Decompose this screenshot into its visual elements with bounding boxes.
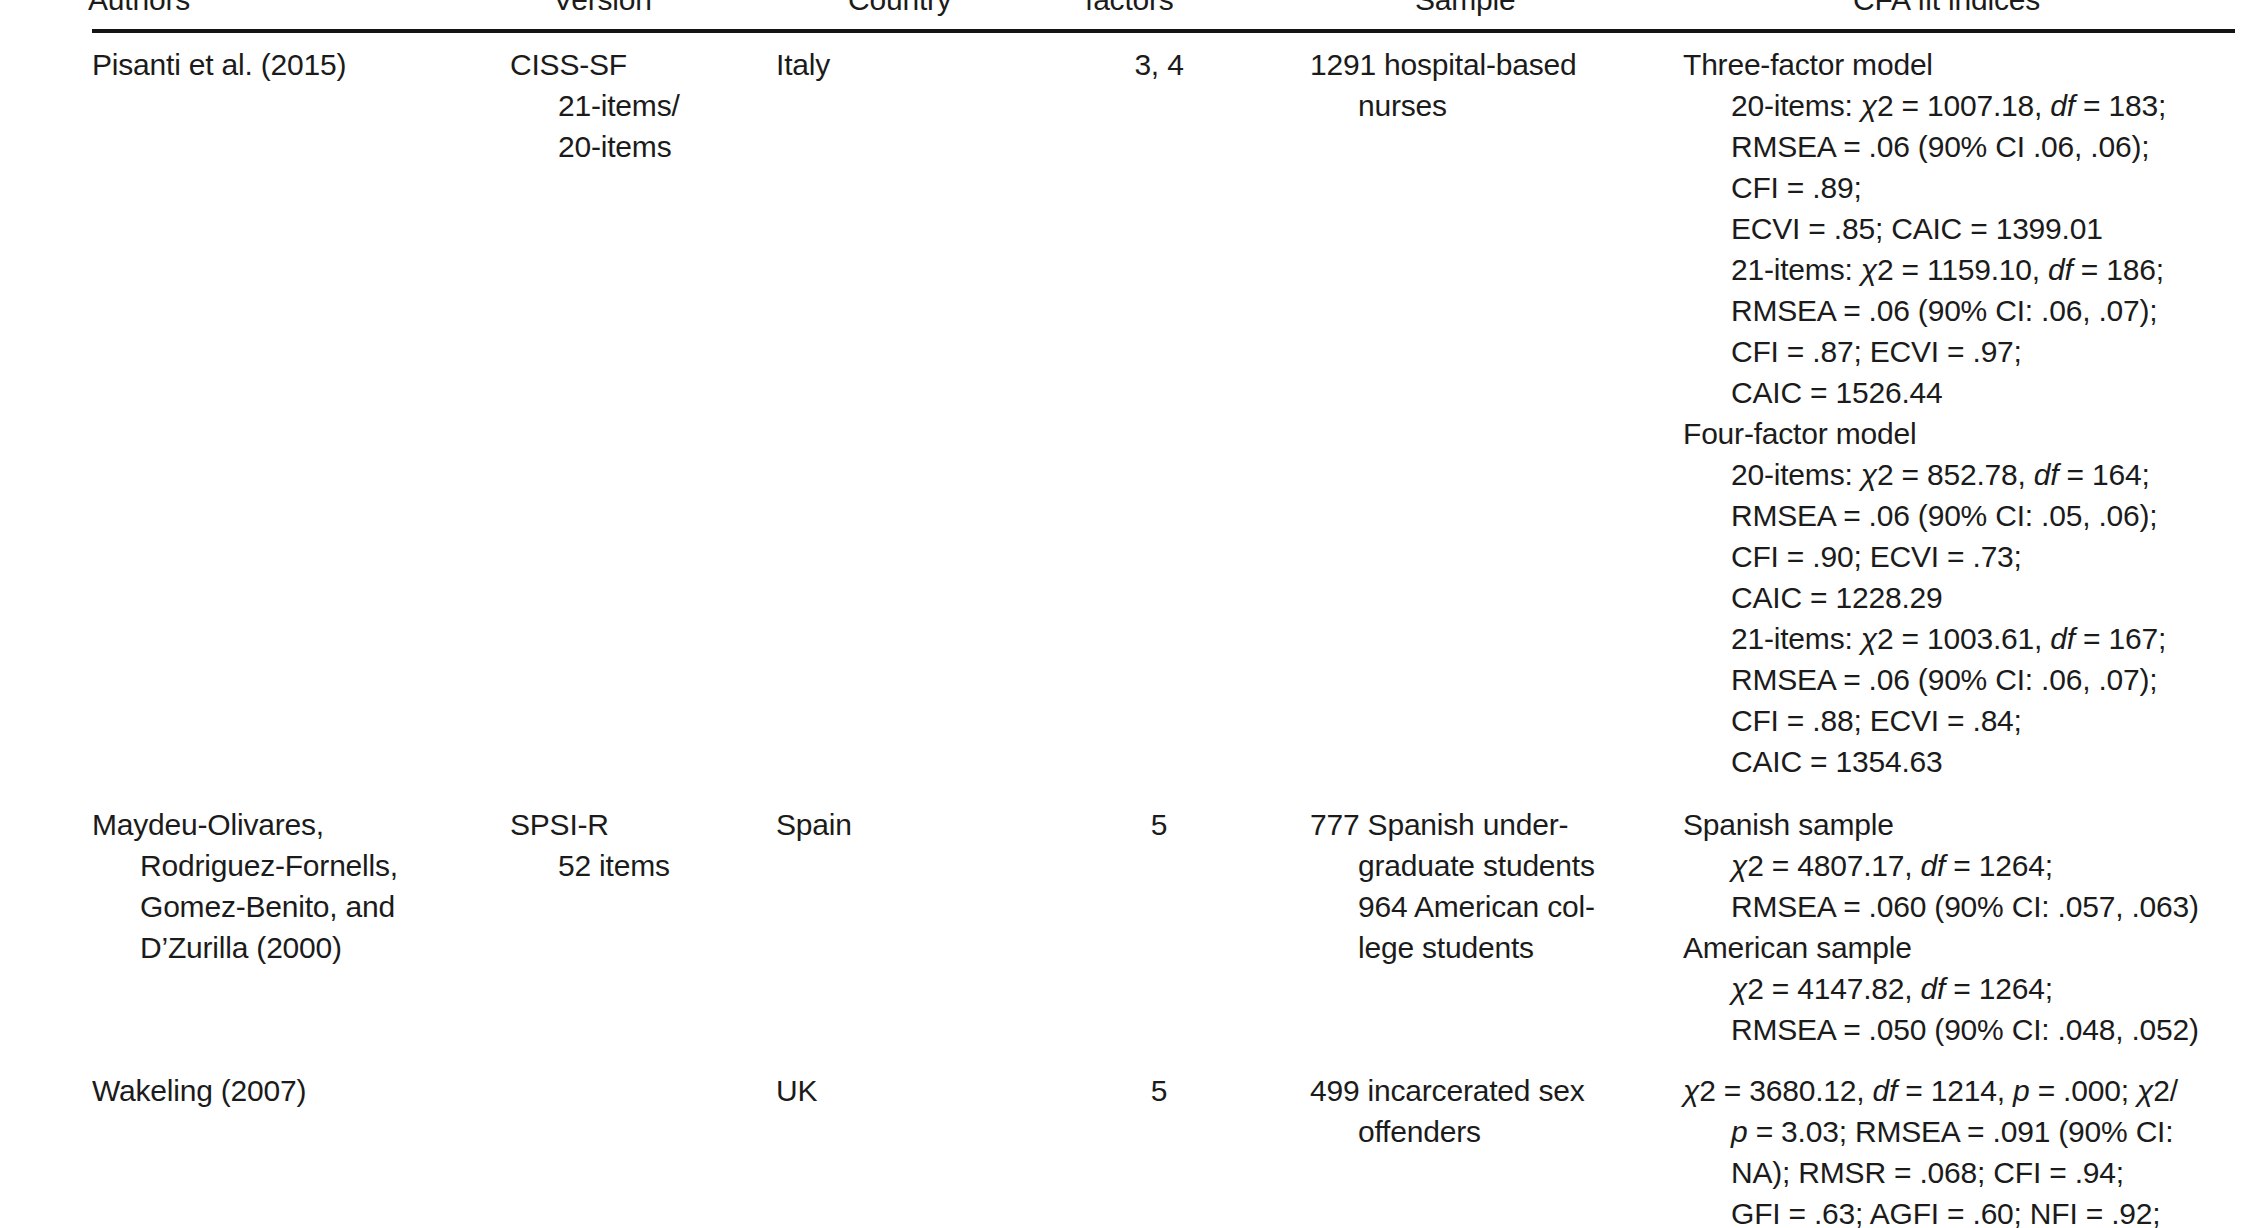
table-cell-line: 21-items/ [558,85,770,126]
table-cell-line: RMSEA = .06 (90% CI: .06, .07); [1731,290,2249,331]
table-cell-line: χ2 = 4807.17, df = 1264; [1731,845,2249,886]
table-cell-line: χ2 = 4147.82, df = 1264; [1731,968,2249,1009]
table-cell-line: RMSEA = .06 (90% CI: .05, .06); [1731,495,2249,536]
table-cell-line: 1291 hospital-based [1310,44,1678,85]
table-cell-line: Spanish sample [1683,804,2249,845]
table-cell-line: 52 items [558,845,770,886]
table-cell-line: RMSEA = .06 (90% CI: .06, .07); [1731,659,2249,700]
table-cell-line: offenders [1358,1111,1678,1152]
authors-cell: Wakeling (2007) [92,1070,507,1111]
table-cell-line: RMSEA = .050 (90% CI: .048, .052) [1731,1009,2249,1050]
table-cell-line: CAIC = 1526.44 [1731,372,2249,413]
table-cell-line: 21-items: χ2 = 1003.61, df = 167; [1731,618,2249,659]
table-cell-line: American sample [1683,927,2249,968]
table-cell-line: CISS-SF [510,44,770,85]
table-cell-line: Wakeling (2007) [92,1070,507,1111]
column-header-cfa-indices: CFA fit indices [1853,0,2040,20]
sample-cell: 499 incarcerated sexoffenders [1310,1070,1678,1152]
cfa-fit-indices-cell: Three-factor model20-items: χ2 = 1007.18… [1683,44,2249,782]
table-cell-line: NA); RMSR = .068; CFI = .94; [1731,1152,2249,1193]
table-cell-line: 20-items: χ2 = 852.78, df = 164; [1731,454,2249,495]
table-cell-line: CFI = .90; ECVI = .73; [1731,536,2249,577]
table-cell-line: 499 incarcerated sex [1310,1070,1678,1111]
table-cell-line: lege students [1358,927,1678,968]
table-cell-line: 20-items [558,126,770,167]
table-cell-line: RMSEA = .06 (90% CI .06, .06); [1731,126,2249,167]
table-cell-line: Four-factor model [1683,413,2249,454]
table-cell-line: CAIC = 1354.63 [1731,741,2249,782]
table-cell-line: Rodriguez-Fornells, [140,845,507,886]
table-cell-line: CFI = .87; ECVI = .97; [1731,331,2249,372]
table-cell-line: graduate students [1358,845,1678,886]
paper-table-page: Authors Version Country factors Sample C… [0,0,2252,1228]
table-cell-line: D’Zurilla (2000) [140,927,507,968]
country-cell: Spain [776,804,1096,845]
authors-cell: Maydeu-Olivares,Rodriguez-Fornells,Gomez… [92,804,507,968]
country-cell: Italy [776,44,1096,85]
cfa-fit-indices-cell: Spanish sampleχ2 = 4807.17, df = 1264;RM… [1683,804,2249,1050]
table-cell-line: CFI = .88; ECVI = .84; [1731,700,2249,741]
column-header-factors: factors [1085,0,1174,20]
table-cell-line: 21-items: χ2 = 1159.10, df = 186; [1731,249,2249,290]
table-cell-line: nurses [1358,85,1678,126]
sample-cell: 777 Spanish under-graduate students964 A… [1310,804,1678,968]
table-cell-line: Gomez-Benito, and [140,886,507,927]
table-cell-line: χ2 = 3680.12, df = 1214, p = .000; χ2/ [1683,1070,2249,1111]
table-cell-line: SPSI-R [510,804,770,845]
table-header-rule [92,29,2235,33]
table-cell-line: 20-items: χ2 = 1007.18, df = 183; [1731,85,2249,126]
cfa-fit-indices-cell: χ2 = 3680.12, df = 1214, p = .000; χ2/p … [1683,1070,2249,1228]
version-cell: SPSI-R52 items [510,804,770,886]
table-cell-line: p = 3.03; RMSEA = .091 (90% CI: [1731,1111,2249,1152]
table-cell-line: GFI = .63; AGFI = .60; NFI = .92; [1731,1193,2249,1228]
authors-cell: Pisanti et al. (2015) [92,44,507,85]
table-cell-line: 777 Spanish under- [1310,804,1678,845]
table-cell-line: CFI = .89; [1731,167,2249,208]
country-cell: UK [776,1070,1096,1111]
sample-cell: 1291 hospital-basednurses [1310,44,1678,126]
column-header-version: Version [553,0,652,20]
factors-cell: 5 [1100,1070,1218,1111]
table-cell-line: Three-factor model [1683,44,2249,85]
table-cell-line: Pisanti et al. (2015) [92,44,507,85]
factors-cell: 3, 4 [1100,44,1218,85]
column-header-sample: Sample [1415,0,1516,20]
table-cell-line: CAIC = 1228.29 [1731,577,2249,618]
table-cell-line: RMSEA = .060 (90% CI: .057, .063) [1731,886,2249,927]
table-cell-line: Maydeu-Olivares, [92,804,507,845]
column-header-country: Country [848,0,952,20]
table-cell-line: ECVI = .85; CAIC = 1399.01 [1731,208,2249,249]
version-cell: CISS-SF21-items/20-items [510,44,770,167]
column-header-authors: Authors [88,0,190,20]
table-cell-line: 964 American col- [1358,886,1678,927]
factors-cell: 5 [1100,804,1218,845]
